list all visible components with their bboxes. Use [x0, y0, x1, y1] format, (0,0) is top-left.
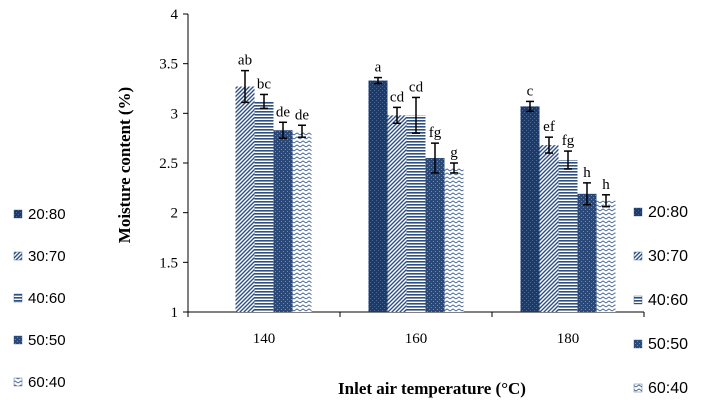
- y-tick-label: 1: [171, 305, 179, 321]
- significance-letter: fg: [429, 125, 442, 141]
- significance-letter: g: [450, 145, 458, 161]
- legend-swatch: [13, 377, 23, 387]
- x-tick-label: 140: [253, 331, 276, 347]
- y-tick-label: 3.5: [159, 57, 178, 73]
- bar: [292, 131, 312, 312]
- legend-swatch: [13, 209, 23, 219]
- y-tick-label: 1.5: [159, 255, 178, 271]
- bar: [539, 145, 559, 312]
- y-tick-label: 2: [171, 206, 179, 222]
- bar: [444, 167, 464, 312]
- legend-label: 20:80: [648, 204, 688, 221]
- significance-letter: bc: [257, 76, 272, 92]
- legend-swatch: [13, 335, 23, 345]
- significance-letter: de: [276, 104, 291, 120]
- bar: [596, 200, 616, 312]
- y-tick-label: 4: [171, 7, 179, 23]
- y-tick-label: 3: [171, 106, 179, 122]
- bar: [273, 130, 293, 312]
- axes: 1 1.5 2 2.5 3 3.5 4 140 160 180: [159, 7, 645, 347]
- bar: [406, 115, 426, 312]
- bar: [558, 160, 578, 312]
- y-axis-title: Moisture content (%): [115, 87, 134, 243]
- legend-label: 60:40: [28, 374, 66, 391]
- significance-letter: de: [295, 107, 310, 123]
- bar: [368, 80, 388, 312]
- x-tick-label: 160: [405, 331, 428, 347]
- legend-label: 40:60: [648, 292, 688, 309]
- bar: [235, 86, 255, 312]
- legend-swatch: [633, 383, 643, 393]
- significance-letter: a: [375, 60, 382, 76]
- legend-label: 50:50: [28, 332, 66, 349]
- legend-right: 20:80 30:70 40:60 50:50 60:40: [633, 204, 688, 397]
- legend-label: 50:50: [648, 336, 688, 353]
- significance-letter: h: [602, 177, 610, 193]
- legend-swatch: [633, 207, 643, 217]
- significance-letter: cd: [390, 89, 405, 105]
- legend-left: 20:80 30:70 40:60 50:50 60:40: [13, 206, 66, 391]
- x-axis-title: Inlet air temperature (°C): [338, 379, 526, 398]
- legend-label: 20:80: [28, 206, 66, 223]
- bar: [577, 193, 597, 312]
- legend-label: 30:70: [648, 248, 688, 265]
- significance-letter: fg: [562, 133, 575, 149]
- legend-swatch: [633, 295, 643, 305]
- significance-letter: ef: [543, 119, 555, 135]
- legend-label: 60:40: [648, 380, 688, 397]
- bars: [235, 80, 616, 312]
- legend-swatch: [13, 251, 23, 261]
- bar: [254, 101, 274, 312]
- y-tick-label: 2.5: [159, 156, 178, 172]
- bar: [387, 115, 407, 312]
- legend-swatch: [13, 293, 23, 303]
- legend-label: 40:60: [28, 290, 66, 307]
- legend-swatch: [633, 339, 643, 349]
- significance-letter: c: [527, 83, 534, 99]
- legend-label: 30:70: [28, 248, 66, 265]
- x-tick-label: 180: [557, 331, 580, 347]
- error-bars: [241, 69, 610, 208]
- bar: [425, 158, 445, 312]
- significance-letter: cd: [409, 79, 424, 95]
- significance-letter: h: [583, 165, 591, 181]
- bar: [520, 106, 540, 312]
- legend-swatch: [633, 251, 643, 261]
- significance-letter: ab: [238, 53, 252, 69]
